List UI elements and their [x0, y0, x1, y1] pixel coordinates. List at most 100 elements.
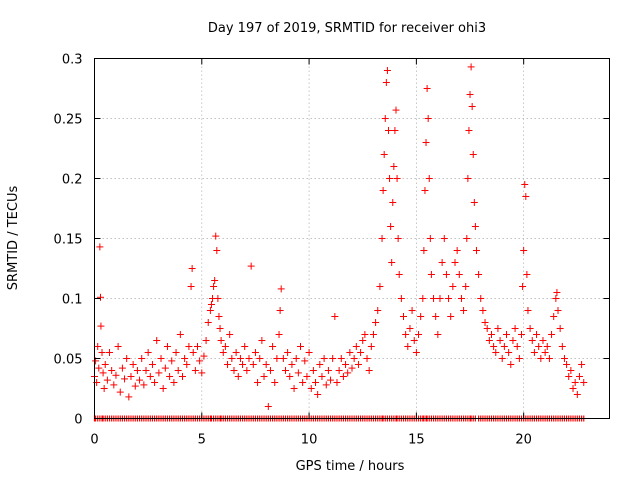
- data-point: [513, 343, 521, 350]
- data-point: [324, 367, 332, 374]
- data-point: [262, 361, 270, 368]
- data-point: [374, 307, 382, 314]
- data-point: [194, 343, 201, 350]
- data-point: [312, 379, 320, 386]
- data-point: [457, 295, 465, 302]
- data-point: [379, 187, 387, 194]
- data-point: [426, 235, 434, 242]
- data-point: [163, 343, 171, 350]
- data-point: [309, 367, 317, 374]
- data-point: [187, 283, 195, 290]
- data-point: [333, 379, 341, 386]
- data-point: [161, 364, 169, 372]
- data-point: [305, 349, 313, 356]
- data-point: [575, 373, 583, 380]
- x-tick-label: 0: [90, 433, 98, 448]
- data-point: [206, 307, 214, 314]
- data-point: [545, 355, 553, 362]
- data-point: [523, 271, 531, 278]
- data-point: [211, 277, 219, 284]
- data-point: [449, 283, 457, 290]
- data-point: [445, 295, 453, 302]
- data-point: [123, 355, 131, 362]
- y-tick-label: 0.25: [54, 113, 83, 128]
- data-point: [275, 331, 283, 338]
- data-point: [277, 285, 285, 293]
- data-point: [210, 283, 218, 290]
- data-point: [112, 371, 120, 379]
- data-point: [226, 331, 234, 338]
- data-point: [515, 355, 523, 362]
- data-point: [125, 393, 133, 401]
- data-point: [327, 376, 335, 384]
- data-point: [322, 381, 330, 389]
- data-point: [438, 259, 446, 266]
- data-point: [215, 313, 223, 320]
- data-point: [462, 283, 470, 290]
- data-point: [181, 355, 189, 362]
- data-point: [442, 271, 450, 278]
- data-point: [217, 337, 225, 344]
- y-tick-label: 0.3: [62, 53, 83, 68]
- data-point: [425, 175, 433, 182]
- data-point: [477, 295, 485, 302]
- data-point: [427, 271, 435, 278]
- data-point: [380, 151, 388, 158]
- data-point: [98, 349, 106, 356]
- data-point: [541, 349, 549, 356]
- data-point: [256, 355, 264, 362]
- x-tick-label: 10: [301, 433, 318, 448]
- data-point: [395, 271, 403, 278]
- y-tick-label: 0.05: [54, 353, 83, 368]
- data-point: [219, 349, 227, 356]
- data-point: [387, 223, 395, 230]
- data-point: [307, 385, 315, 392]
- data-points: [91, 63, 588, 410]
- data-point: [423, 85, 431, 92]
- data-point: [288, 361, 296, 368]
- data-point: [554, 307, 562, 314]
- data-point: [535, 343, 543, 350]
- data-point: [350, 355, 358, 362]
- data-point: [421, 187, 429, 194]
- data-point: [553, 289, 561, 296]
- data-point: [528, 337, 536, 344]
- data-point: [522, 193, 530, 200]
- data-point: [573, 391, 581, 398]
- data-point: [318, 373, 326, 380]
- data-point: [367, 343, 375, 350]
- y-tick-label: 0.1: [62, 293, 83, 308]
- data-point: [447, 313, 455, 320]
- data-point: [284, 349, 292, 356]
- data-point: [369, 331, 377, 338]
- y-tick-label: 0.2: [62, 173, 83, 188]
- data-point: [424, 115, 432, 122]
- data-point: [357, 349, 365, 356]
- data-point: [269, 343, 277, 350]
- data-point: [316, 361, 324, 368]
- data-point: [97, 322, 105, 330]
- data-point: [567, 367, 575, 374]
- data-point: [392, 106, 400, 114]
- data-point: [189, 349, 197, 356]
- data-point: [563, 361, 571, 368]
- data-point: [188, 265, 196, 272]
- y-axis-label: SRMTID / TECUs: [6, 186, 21, 291]
- data-point: [99, 369, 107, 377]
- data-point: [509, 337, 517, 344]
- data-point: [432, 313, 440, 320]
- data-point: [543, 343, 551, 350]
- data-point: [410, 337, 418, 344]
- data-point: [389, 199, 397, 206]
- data-point: [406, 325, 414, 332]
- data-point: [556, 325, 564, 332]
- data-point: [533, 331, 541, 338]
- data-point: [503, 331, 510, 338]
- data-point: [558, 343, 566, 350]
- data-point: [94, 343, 102, 350]
- data-point: [383, 67, 391, 74]
- data-point: [266, 367, 274, 374]
- data-point: [101, 361, 109, 368]
- data-point: [97, 293, 105, 301]
